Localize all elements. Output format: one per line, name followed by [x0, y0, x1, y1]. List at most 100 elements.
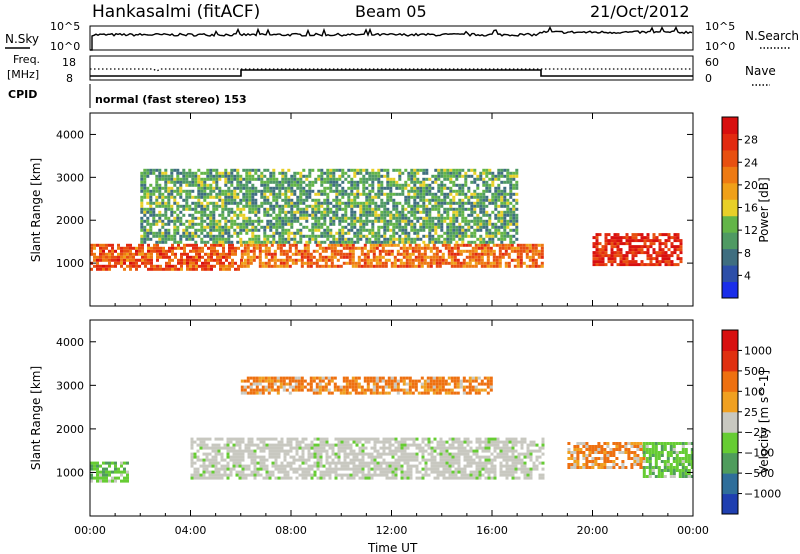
data-cell: [271, 437, 275, 441]
data-cell: [466, 461, 470, 465]
data-cell: [437, 174, 441, 178]
data-cell: [251, 234, 255, 238]
data-cell: [322, 437, 326, 441]
data-cell: [269, 207, 273, 211]
data-cell: [658, 263, 662, 267]
data-cell: [351, 249, 355, 253]
data-cell: [436, 461, 440, 465]
data-cell: [384, 252, 388, 256]
data-cell: [447, 261, 451, 265]
data-cell: [387, 252, 391, 256]
data-cell: [613, 242, 617, 246]
data-cell: [227, 171, 231, 175]
data-cell: [161, 237, 165, 241]
data-cell: [306, 255, 310, 259]
data-cell: [105, 461, 108, 465]
data-cell: [503, 189, 507, 193]
data-cell: [284, 189, 288, 193]
data-cell: [283, 452, 287, 456]
data-cell: [292, 461, 296, 465]
data-cell: [350, 240, 354, 244]
data-cell: [625, 260, 629, 264]
data-cell: [361, 455, 365, 459]
data-cell: [203, 195, 207, 199]
data-cell: [327, 246, 331, 250]
data-cell: [462, 264, 466, 268]
data-cell: [410, 213, 414, 217]
data-cell: [467, 201, 471, 205]
data-cell: [458, 207, 462, 211]
data-cell: [274, 458, 278, 462]
data-cell: [407, 219, 411, 223]
data-cell: [458, 192, 462, 196]
data-cell: [262, 467, 266, 471]
data-cell: [192, 255, 195, 259]
data-cell: [403, 446, 407, 450]
data-cell: [226, 464, 230, 468]
data-cell: [362, 228, 366, 232]
data-cell: [318, 376, 322, 380]
data-cell: [515, 198, 519, 202]
data-cell: [189, 243, 192, 247]
data-cell: [503, 219, 507, 223]
data-cell: [194, 171, 198, 175]
data-cell: [364, 464, 368, 468]
data-cell: [360, 249, 364, 253]
data-cell: [144, 258, 147, 262]
data-cell: [427, 440, 431, 444]
data-cell: [362, 222, 366, 226]
data-cell: [382, 461, 386, 465]
data-cell: [120, 264, 123, 268]
data-cell: [152, 231, 156, 235]
data-cell: [295, 449, 299, 453]
data-cell: [229, 440, 233, 444]
data-cell: [267, 391, 271, 395]
data-cell: [170, 234, 174, 238]
data-cell: [193, 470, 197, 474]
data-cell: [279, 246, 283, 250]
data-cell: [251, 204, 255, 208]
data-cell: [335, 210, 339, 214]
data-cell: [395, 219, 399, 223]
data-cell: [537, 264, 541, 268]
data-cell: [468, 243, 472, 247]
data-cell: [117, 246, 120, 250]
data-cell: [345, 252, 349, 256]
data-cell: [300, 255, 304, 259]
data-cell: [196, 473, 200, 477]
data-cell: [509, 219, 513, 223]
data-cell: [414, 243, 418, 247]
data-cell: [348, 252, 352, 256]
data-cell: [168, 249, 171, 253]
data-cell: [422, 198, 426, 202]
data-cell: [217, 476, 221, 480]
data-cell: [329, 174, 333, 178]
data-cell: [419, 192, 423, 196]
data-cell: [229, 458, 233, 462]
data-cell: [392, 237, 396, 241]
data-cell: [522, 249, 526, 253]
data-cell: [386, 213, 390, 217]
data-cell: [325, 449, 329, 453]
data-cell: [432, 261, 436, 265]
data-cell: [476, 186, 480, 190]
data-cell: [658, 251, 662, 255]
data-cell: [182, 180, 186, 184]
data-cell: [493, 467, 497, 471]
data-cell: [487, 440, 491, 444]
data-cell: [483, 243, 487, 247]
data-cell: [155, 222, 159, 226]
data-cell: [140, 195, 144, 199]
data-cell: [424, 437, 428, 441]
data-cell: [445, 452, 449, 456]
data-cell: [422, 225, 426, 229]
data-cell: [293, 216, 297, 220]
data-cell: [492, 252, 496, 256]
data-cell: [538, 455, 542, 459]
data-cell: [265, 467, 269, 471]
nave-trace: [90, 69, 693, 77]
data-cell: [270, 385, 274, 389]
data-cell: [351, 258, 355, 262]
data-cell: [194, 201, 198, 205]
data-cell: [377, 195, 381, 199]
